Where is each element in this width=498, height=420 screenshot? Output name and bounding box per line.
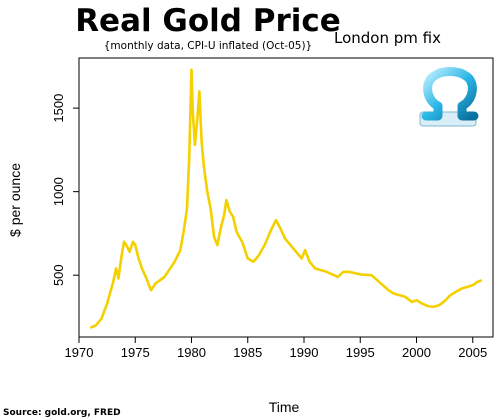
x-tick-label: 1995: [346, 345, 375, 360]
x-tick-label: 2000: [402, 345, 431, 360]
y-tick-label: 500: [51, 264, 66, 286]
source-note: Source: gold.org, FRED: [3, 408, 121, 418]
y-tick-label: 1500: [51, 94, 66, 123]
plot-frame: [78, 57, 494, 338]
x-tick-label: 1985: [233, 345, 262, 360]
series-line: [89, 68, 483, 329]
x-axis-title: Time: [269, 399, 300, 415]
chart-title: Real Gold Price: [75, 3, 341, 39]
y-axis-title: $ per ounce: [7, 163, 23, 237]
chart-subtitle: {monthly data, CPI-U inflated (Oct-05)}: [104, 40, 313, 52]
x-tick-label: 1970: [65, 345, 94, 360]
x-tick-label: 1980: [177, 345, 206, 360]
omega-logo-icon: α: [419, 67, 479, 127]
svg-text:α: α: [444, 85, 456, 104]
x-tick-label: 1990: [290, 345, 319, 360]
x-tick-label: 2005: [458, 345, 487, 360]
axes-group: 1970 1975 1980 1985 1990 1995 2000 2005 500 1000 1…: [51, 94, 487, 360]
chart-annotation: London pm fix: [334, 29, 441, 47]
y-tick-label: 1000: [51, 177, 66, 206]
x-tick-label: 1975: [121, 345, 150, 360]
